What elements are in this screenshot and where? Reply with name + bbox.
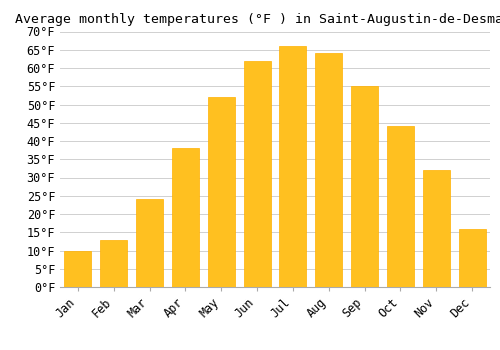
Bar: [208, 97, 234, 287]
Bar: [280, 46, 306, 287]
Bar: [64, 251, 92, 287]
Bar: [423, 170, 450, 287]
Title: Average monthly temperatures (°F ) in Saint-Augustin-de-Desmaures: Average monthly temperatures (°F ) in Sa…: [15, 13, 500, 26]
Bar: [316, 54, 342, 287]
Bar: [172, 148, 199, 287]
Bar: [458, 229, 485, 287]
Bar: [136, 199, 163, 287]
Bar: [100, 239, 127, 287]
Bar: [387, 126, 414, 287]
Bar: [244, 61, 270, 287]
Bar: [351, 86, 378, 287]
